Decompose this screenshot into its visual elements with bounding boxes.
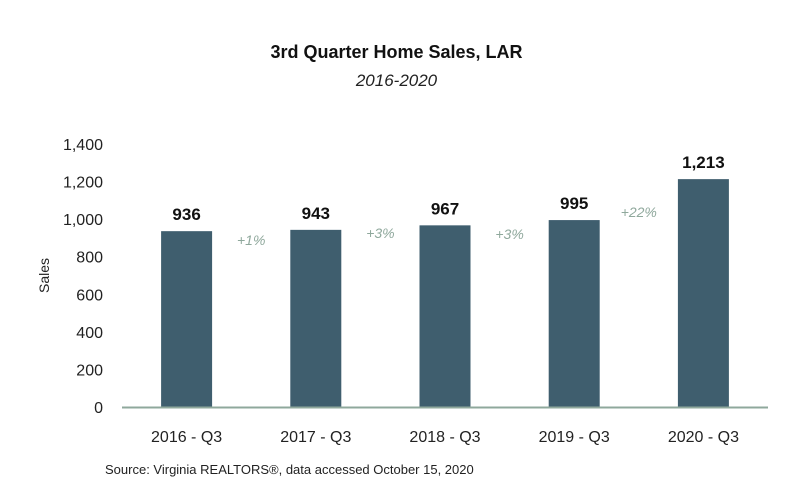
x-tick-label: 2016 - Q3 — [151, 429, 222, 446]
x-tick-label: 2017 - Q3 — [280, 429, 351, 446]
bar-value-label: 936 — [172, 205, 200, 224]
change-label: +3% — [366, 225, 394, 241]
x-tick-label: 2019 - Q3 — [539, 429, 610, 446]
y-axis-label: Sales — [36, 258, 52, 293]
bar — [290, 229, 342, 407]
x-tick-label: 2018 - Q3 — [409, 429, 480, 446]
y-tick-label: 800 — [76, 250, 103, 267]
chart-title: 3rd Quarter Home Sales, LAR — [270, 42, 523, 62]
bar — [161, 231, 213, 407]
bar — [677, 179, 729, 407]
y-tick-label: 1,400 — [63, 137, 103, 154]
chart-subtitle: 2016-2020 — [355, 71, 438, 90]
change-label: +3% — [495, 226, 523, 242]
y-tick-label: 1,000 — [63, 212, 103, 229]
x-tick-label: 2020 - Q3 — [668, 429, 739, 446]
y-tick-label: 200 — [76, 362, 103, 379]
change-label: +22% — [621, 204, 657, 220]
y-tick-label: 400 — [76, 325, 103, 342]
y-tick-label: 1,200 — [63, 175, 103, 192]
bar — [548, 220, 600, 407]
y-tick-label: 0 — [94, 400, 103, 417]
bar-value-label: 1,213 — [682, 153, 725, 172]
bar-value-label: 943 — [302, 204, 330, 223]
bar-value-label: 967 — [431, 199, 459, 218]
y-tick-label: 600 — [76, 287, 103, 304]
change-label: +1% — [237, 232, 265, 248]
bar-value-label: 995 — [560, 194, 588, 213]
source-note: Source: Virginia REALTORS®, data accesse… — [105, 462, 474, 477]
bar — [419, 225, 471, 407]
